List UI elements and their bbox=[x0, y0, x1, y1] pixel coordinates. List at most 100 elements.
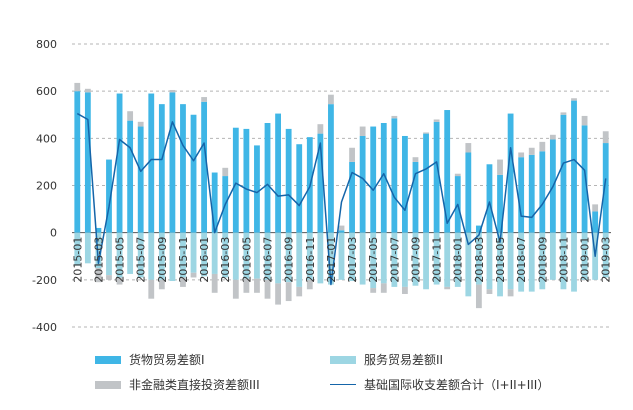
x-tick-label: 2016-07 bbox=[262, 237, 275, 283]
bar-segment bbox=[465, 143, 472, 153]
bar-segment bbox=[359, 135, 366, 233]
bar-segment bbox=[306, 279, 313, 290]
bar-layer bbox=[74, 82, 609, 309]
x-tick-label: 2015-07 bbox=[135, 237, 148, 283]
bar-segment bbox=[106, 275, 112, 280]
bar-segment bbox=[433, 119, 440, 122]
bar-segment bbox=[148, 279, 155, 299]
y-tick-label: -400 bbox=[32, 321, 57, 334]
bar-segment bbox=[116, 232, 123, 278]
bar-segment bbox=[507, 113, 514, 233]
y-axis: -400 -200 0 200 400 600 800 bbox=[32, 38, 57, 334]
bar-segment bbox=[486, 232, 493, 290]
bar-segment bbox=[84, 92, 91, 233]
legend-label-goods: 货物贸易差额I bbox=[129, 353, 205, 367]
bar-segment bbox=[359, 232, 366, 285]
bar-segment bbox=[571, 232, 577, 292]
bar-segment bbox=[317, 232, 324, 284]
bar-segment bbox=[581, 232, 588, 280]
bar-segment bbox=[475, 232, 482, 285]
bar-segment bbox=[444, 232, 451, 287]
bar-segment bbox=[507, 289, 514, 297]
bar-segment bbox=[433, 121, 440, 233]
bar-segment bbox=[254, 278, 260, 293]
bar-segment bbox=[264, 123, 271, 233]
bar-segment bbox=[423, 232, 429, 290]
bar-segment bbox=[190, 272, 197, 278]
bar-segment bbox=[95, 232, 102, 269]
bar-segment bbox=[528, 154, 535, 233]
bar-segment bbox=[423, 132, 429, 134]
legend-swatch-fdi bbox=[95, 380, 121, 389]
bar-segment bbox=[497, 232, 503, 297]
bar-segment bbox=[444, 286, 451, 290]
bar-segment bbox=[116, 93, 123, 233]
bar-segment bbox=[560, 114, 567, 233]
bar-segment bbox=[180, 104, 186, 233]
legend-item-fdi: 非金融类直接投资差额III bbox=[95, 376, 260, 393]
legend-item-services: 服务贸易差额II bbox=[330, 351, 443, 368]
bar-segment bbox=[201, 97, 208, 102]
bar-segment bbox=[190, 232, 197, 273]
bar-segment bbox=[74, 82, 81, 92]
bar-segment bbox=[148, 232, 155, 280]
bar-segment bbox=[306, 232, 313, 280]
bar-segment bbox=[84, 88, 91, 93]
bar-segment bbox=[116, 277, 123, 285]
bar-segment bbox=[317, 124, 324, 134]
y-tick-label: 200 bbox=[36, 180, 57, 193]
bar-segment bbox=[560, 232, 567, 290]
bar-segment bbox=[127, 120, 134, 233]
bar-segment bbox=[497, 159, 503, 175]
legend-label-fdi: 非金融类直接投资差额III bbox=[129, 378, 260, 392]
bar-segment bbox=[169, 89, 176, 93]
bar-segment bbox=[328, 94, 334, 105]
bar-segment bbox=[158, 279, 165, 290]
bar-segment bbox=[380, 123, 387, 233]
bar-segment bbox=[254, 232, 260, 279]
bar-segment bbox=[74, 91, 81, 233]
bar-segment bbox=[275, 283, 281, 305]
bar-segment bbox=[201, 101, 208, 233]
bar-segment bbox=[285, 282, 292, 302]
x-tick-label: 2015-05 bbox=[114, 237, 127, 283]
x-tick-label: 2018-09 bbox=[536, 237, 549, 283]
bar-segment bbox=[370, 288, 377, 293]
bar-segment bbox=[602, 143, 609, 233]
x-tick-label: 2015-03 bbox=[92, 237, 105, 283]
bar-segment bbox=[338, 230, 345, 233]
x-tick-label: 2017-09 bbox=[409, 237, 422, 283]
bar-segment bbox=[201, 232, 208, 277]
bar-segment bbox=[180, 232, 186, 278]
bar-segment bbox=[507, 232, 514, 290]
bar-segment bbox=[454, 232, 461, 287]
bar-segment bbox=[317, 133, 324, 233]
bar-segment bbox=[370, 232, 377, 289]
bar-segment bbox=[158, 104, 165, 233]
bar-segment bbox=[264, 232, 271, 280]
bar-segment bbox=[328, 232, 334, 285]
x-tick-label: 2016-11 bbox=[304, 237, 317, 283]
bar-segment bbox=[444, 110, 451, 233]
bar-segment bbox=[475, 225, 482, 233]
bar-segment bbox=[359, 126, 366, 136]
x-tick-label: 2017-01 bbox=[325, 237, 338, 283]
bar-segment bbox=[137, 126, 144, 233]
bar-segment bbox=[296, 232, 303, 287]
x-tick-label: 2015-01 bbox=[71, 237, 84, 283]
bar-segment bbox=[391, 115, 398, 119]
x-tick-label: 2017-07 bbox=[388, 237, 401, 283]
x-tick-label: 2016-09 bbox=[283, 237, 296, 283]
y-tick-label: 400 bbox=[36, 132, 57, 145]
bar-segment bbox=[402, 135, 408, 233]
bar-segment bbox=[95, 268, 102, 283]
x-tick-label: 2018-05 bbox=[494, 237, 507, 283]
bar-segment bbox=[581, 115, 588, 126]
legend-swatch-total bbox=[330, 384, 356, 385]
bar-segment bbox=[539, 151, 546, 233]
bar-segment bbox=[285, 232, 292, 283]
bar-segment bbox=[497, 174, 503, 233]
bar-segment bbox=[402, 232, 408, 287]
bar-segment bbox=[518, 157, 525, 233]
bar-segment bbox=[602, 131, 609, 144]
